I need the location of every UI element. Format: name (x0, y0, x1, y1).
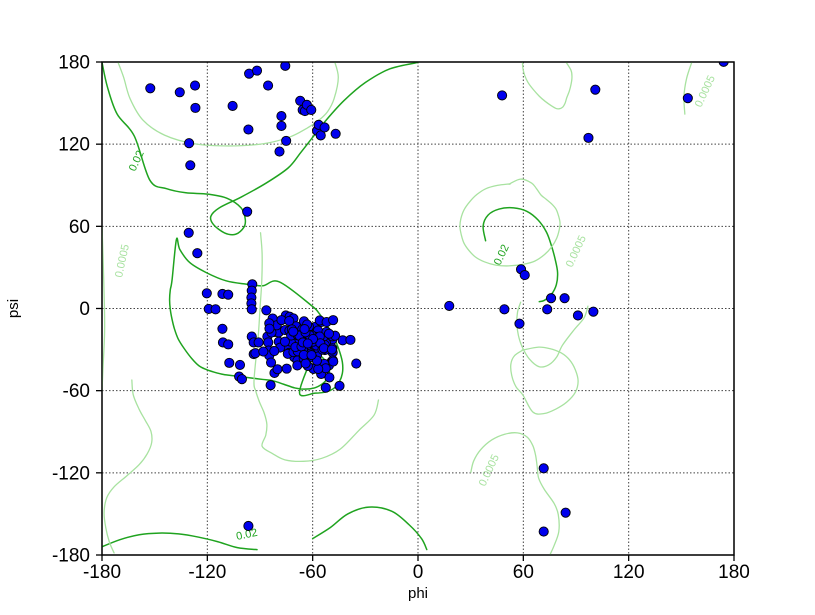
svg-text:180: 180 (718, 562, 750, 583)
svg-text:-60: -60 (63, 381, 90, 402)
svg-text:-120: -120 (52, 463, 90, 484)
svg-text:0.0005: 0.0005 (693, 74, 718, 110)
svg-text:60: 60 (513, 562, 534, 583)
svg-text:120: 120 (613, 562, 645, 583)
svg-text:0: 0 (413, 562, 424, 583)
svg-text:psi: psi (5, 299, 22, 318)
svg-text:180: 180 (58, 53, 90, 74)
svg-text:-60: -60 (299, 562, 326, 583)
svg-text:60: 60 (69, 217, 90, 238)
svg-text:0.02: 0.02 (127, 149, 147, 173)
svg-text:-120: -120 (188, 562, 226, 583)
svg-text:0.02: 0.02 (492, 243, 512, 267)
svg-text:0.0005: 0.0005 (113, 243, 132, 278)
svg-text:120: 120 (58, 135, 90, 156)
svg-text:0.0005: 0.0005 (564, 234, 589, 270)
svg-text:-180: -180 (52, 546, 90, 567)
svg-text:0.0005: 0.0005 (477, 453, 502, 489)
svg-text:0: 0 (79, 299, 90, 320)
svg-text:phi: phi (408, 585, 428, 602)
